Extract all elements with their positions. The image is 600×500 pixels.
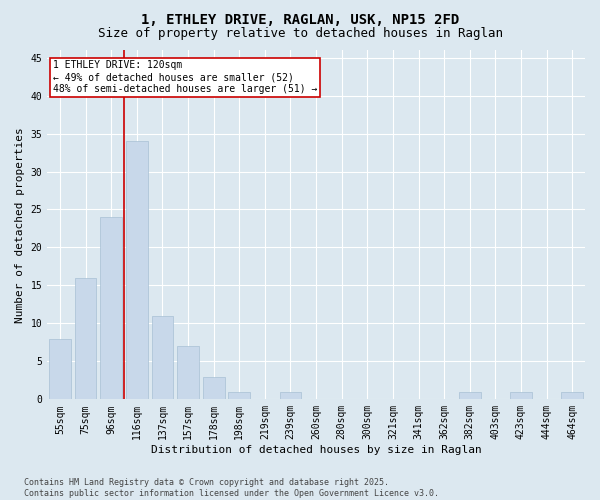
Text: 1, ETHLEY DRIVE, RAGLAN, USK, NP15 2FD: 1, ETHLEY DRIVE, RAGLAN, USK, NP15 2FD <box>141 12 459 26</box>
Bar <box>229 392 250 400</box>
Bar <box>177 346 199 400</box>
Y-axis label: Number of detached properties: Number of detached properties <box>15 127 25 322</box>
Bar <box>459 392 481 400</box>
Bar <box>152 316 173 400</box>
Bar <box>126 141 148 400</box>
Bar <box>562 392 583 400</box>
Bar <box>510 392 532 400</box>
Text: Size of property relative to detached houses in Raglan: Size of property relative to detached ho… <box>97 28 503 40</box>
X-axis label: Distribution of detached houses by size in Raglan: Distribution of detached houses by size … <box>151 445 481 455</box>
Text: Contains HM Land Registry data © Crown copyright and database right 2025.
Contai: Contains HM Land Registry data © Crown c… <box>24 478 439 498</box>
Bar <box>49 338 71 400</box>
Text: 1 ETHLEY DRIVE: 120sqm
← 49% of detached houses are smaller (52)
48% of semi-det: 1 ETHLEY DRIVE: 120sqm ← 49% of detached… <box>53 60 317 94</box>
Bar <box>280 392 301 400</box>
Bar <box>100 217 122 400</box>
Bar <box>74 278 97 400</box>
Bar <box>203 376 224 400</box>
